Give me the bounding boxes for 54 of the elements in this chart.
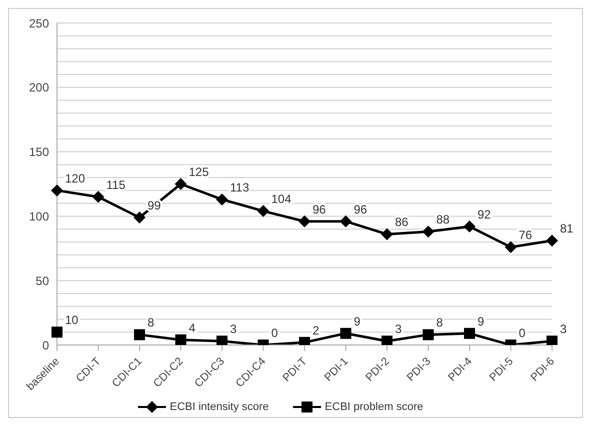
data-label: 4 bbox=[188, 320, 196, 335]
point bbox=[546, 234, 558, 247]
point bbox=[381, 228, 393, 240]
data-label: 125 bbox=[188, 165, 210, 179]
data-label: 3 bbox=[395, 322, 402, 336]
point bbox=[504, 241, 517, 254]
data-label: 92 bbox=[478, 208, 492, 222]
legend-label: ECBI problem score bbox=[324, 401, 424, 413]
point bbox=[134, 329, 145, 340]
data-label: 113 bbox=[230, 180, 250, 194]
point bbox=[546, 336, 558, 345]
data-label: 104 bbox=[271, 192, 292, 206]
point bbox=[464, 328, 475, 339]
data-label: 81 bbox=[560, 222, 574, 236]
data-label: 0 bbox=[271, 326, 278, 340]
point bbox=[298, 215, 310, 228]
point bbox=[52, 326, 62, 338]
point bbox=[382, 336, 392, 345]
data-label: 8 bbox=[148, 316, 154, 330]
point bbox=[340, 215, 352, 228]
legend-label: ECBI intensity score bbox=[168, 401, 269, 413]
data-label: 96 bbox=[354, 202, 368, 216]
point bbox=[175, 334, 186, 345]
y-tick-label: 100 bbox=[28, 209, 50, 224]
y-tick-label: 0 bbox=[42, 338, 50, 352]
point bbox=[51, 184, 63, 196]
point bbox=[422, 329, 434, 340]
point bbox=[174, 178, 187, 190]
data-label: 2 bbox=[312, 323, 320, 338]
point bbox=[340, 328, 352, 339]
y-tick-label: 250 bbox=[28, 16, 50, 30]
point bbox=[422, 226, 434, 238]
data-label: 10 bbox=[65, 313, 79, 328]
point bbox=[216, 193, 228, 206]
point bbox=[257, 205, 270, 218]
data-label: 86 bbox=[395, 215, 409, 230]
data-label: 8 bbox=[436, 316, 444, 330]
data-label: 88 bbox=[436, 212, 450, 227]
data-label: 9 bbox=[354, 314, 361, 328]
data-label: 3 bbox=[560, 322, 567, 336]
data-label: 96 bbox=[312, 202, 326, 216]
data-label: 9 bbox=[478, 314, 484, 328]
point bbox=[464, 220, 476, 233]
data-label: 115 bbox=[106, 178, 126, 192]
data-label: 120 bbox=[65, 171, 86, 186]
point bbox=[92, 190, 104, 203]
point bbox=[134, 211, 146, 224]
data-label: 0 bbox=[518, 326, 526, 340]
data-label: 3 bbox=[230, 322, 237, 336]
y-tick-label: 200 bbox=[28, 80, 50, 95]
point bbox=[216, 336, 228, 345]
y-tick-label: 150 bbox=[28, 145, 50, 160]
y-tick-label: 50 bbox=[36, 274, 50, 288]
data-label: 76 bbox=[518, 228, 532, 242]
